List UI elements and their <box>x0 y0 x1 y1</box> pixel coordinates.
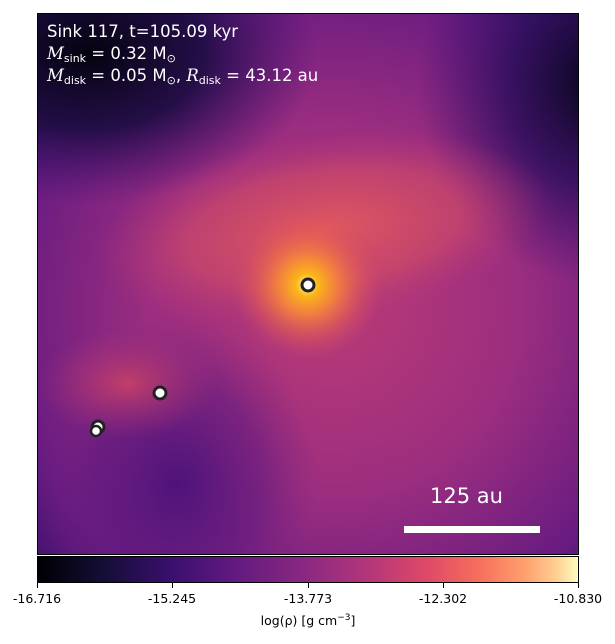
disk-info-line: Mdisk = 0.05 M⊙, Rdisk = 43.12 au <box>47 66 318 91</box>
colorbar-tick-2 <box>308 583 309 588</box>
colorbar-label-suffix: ] <box>350 613 356 629</box>
sink-markers <box>89 277 316 438</box>
sink-mass-symbol: M <box>47 44 64 63</box>
density-map: Sink 117, t=105.09 kyr Msink = 0.32 M⊙ M… <box>37 13 579 555</box>
colorbar-tick-3 <box>443 583 444 588</box>
colorbar-tick-0 <box>37 583 38 588</box>
scale-bar <box>404 526 540 533</box>
colorbar-tick-label-0: -16.716 <box>12 591 62 606</box>
disk-radius-subscript: disk <box>198 74 221 87</box>
sink-2-marker <box>152 385 168 401</box>
disk-radius-symbol: R <box>186 66 199 85</box>
sink-mass-subscript: sink <box>63 52 87 65</box>
sink-mass-line: Msink = 0.32 M⊙ <box>47 44 176 69</box>
scale-bar-label: 125 au <box>430 484 503 508</box>
sink-main-marker <box>300 277 316 293</box>
colorbar-tick-1 <box>172 583 173 588</box>
solar-subscript-disk: ⊙ <box>166 74 176 87</box>
colorbar-tick-4 <box>578 583 579 588</box>
disk-radius-value: = 43.12 au <box>220 66 319 85</box>
disk-separator: , <box>175 66 187 85</box>
colorbar-tick-label-4: -10.830 <box>553 591 603 606</box>
colorbar <box>37 556 579 583</box>
colorbar-tick-label-3: -12.302 <box>418 591 468 606</box>
colorbar-label: log(ρ) [g cm−3] <box>261 613 356 628</box>
disk-mass-subscript: disk <box>63 74 87 87</box>
sink-4-marker <box>89 424 103 438</box>
disk-mass-value: = 0.05 M <box>86 66 167 85</box>
sink-mass-value: = 0.32 M <box>86 44 167 63</box>
colorbar-tick-label-1: -15.245 <box>147 591 197 606</box>
colorbar-label-prefix: log(ρ) [g cm <box>260 613 338 629</box>
solar-subscript: ⊙ <box>166 52 176 65</box>
sink-info-line: Sink 117, t=105.09 kyr <box>47 22 239 41</box>
disk-mass-symbol: M <box>47 66 64 85</box>
colorbar-tick-label-2: -13.773 <box>283 591 333 606</box>
colorbar-label-exponent: −3 <box>337 613 351 623</box>
